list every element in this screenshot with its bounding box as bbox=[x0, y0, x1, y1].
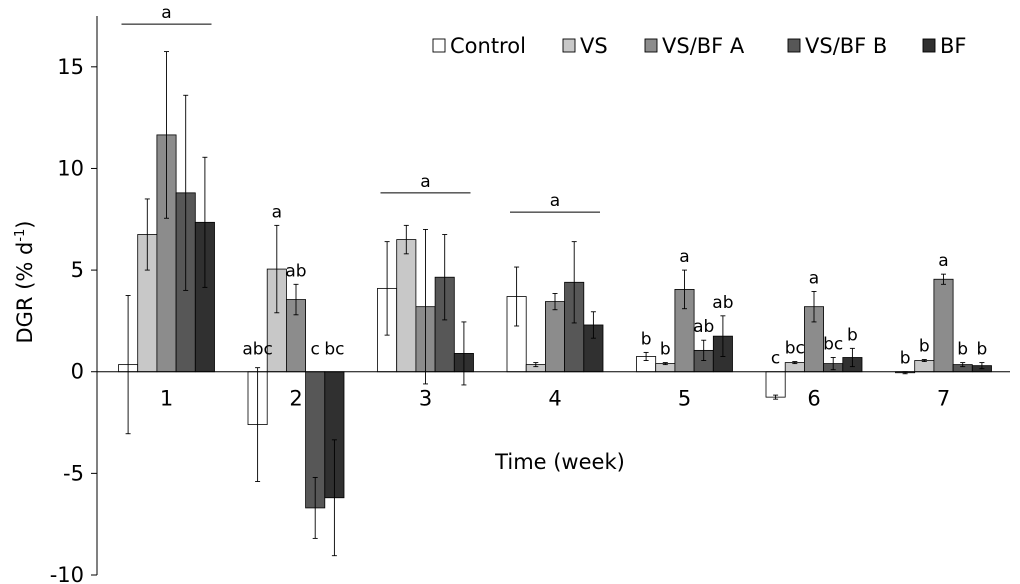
legend-label: BF bbox=[940, 34, 967, 58]
legend-label: VS bbox=[580, 34, 608, 58]
y-tick-label: -10 bbox=[50, 563, 84, 584]
legend: Control VS VS/BF A VS/BF B BF bbox=[432, 34, 967, 58]
x-tick-label: 2 bbox=[289, 387, 302, 411]
bar-letter: b bbox=[900, 349, 911, 369]
legend-label: Control bbox=[450, 34, 526, 58]
bar-letter: abc bbox=[242, 340, 273, 360]
x-tick-label: 7 bbox=[937, 387, 950, 411]
y-axis-title-superscript: -1 bbox=[13, 229, 28, 242]
bar-week-3-vs bbox=[396, 239, 417, 373]
bar-letter: b bbox=[977, 340, 988, 360]
legend-swatch bbox=[787, 38, 801, 53]
y-axis: -10 -5 0 5 10 15 bbox=[50, 16, 98, 584]
x-tick-label: 5 bbox=[678, 387, 691, 411]
y-tick-label: 15 bbox=[57, 55, 84, 79]
x-tick-label: 3 bbox=[419, 387, 432, 411]
y-tick-label: 0 bbox=[71, 360, 84, 384]
bar-letter: a bbox=[679, 247, 689, 267]
bar-letter: a bbox=[272, 202, 282, 222]
legend-swatch bbox=[562, 38, 576, 53]
bar-letter: b bbox=[847, 325, 858, 345]
y-tick-label: 10 bbox=[57, 156, 84, 180]
bar-letter: ab bbox=[285, 261, 306, 281]
bar-letter: a bbox=[809, 268, 819, 288]
bar-letter: b bbox=[957, 340, 968, 360]
x-tick-label: 1 bbox=[160, 387, 173, 411]
legend-label: VS/BF B bbox=[805, 34, 887, 58]
y-tick-label: 5 bbox=[71, 258, 84, 282]
bar-week-7-vs-bf-a bbox=[933, 278, 954, 373]
bar-letter: b bbox=[919, 337, 930, 357]
group-letter: a bbox=[550, 191, 560, 211]
bar-letter: bc bbox=[324, 340, 344, 360]
bar-letter: c bbox=[771, 349, 780, 369]
bar-letter: c bbox=[311, 340, 320, 360]
y-axis-title-main: DGR (% d bbox=[13, 242, 37, 344]
x-tick-label: 4 bbox=[548, 387, 561, 411]
x-axis-title: Time (week) bbox=[494, 450, 625, 474]
bar-letter: bc bbox=[785, 339, 805, 359]
bar-week-7-vs bbox=[914, 360, 935, 373]
legend-swatch bbox=[432, 38, 446, 53]
bar-letter: bc bbox=[823, 334, 843, 354]
legend-swatch bbox=[644, 38, 658, 53]
x-tick-labels: 1 2 3 4 5 6 7 bbox=[160, 387, 950, 411]
bar-letter: ab bbox=[712, 293, 733, 313]
error-bars bbox=[125, 51, 985, 557]
bar-letter: b bbox=[660, 340, 671, 360]
y-axis-title: DGR (% d-1) bbox=[13, 220, 37, 343]
legend-label: VS/BF A bbox=[662, 34, 745, 58]
legend-swatch bbox=[922, 38, 936, 53]
bars bbox=[118, 134, 992, 509]
group-letter: a bbox=[420, 172, 430, 192]
y-axis-title-close: ) bbox=[13, 220, 37, 228]
bar-week-6-control bbox=[765, 371, 786, 398]
bar-letter: a bbox=[938, 251, 948, 271]
bar-letter: ab bbox=[693, 317, 714, 337]
x-tick-label: 6 bbox=[807, 387, 820, 411]
bar-letter: b bbox=[641, 329, 652, 349]
group-letter: a bbox=[161, 3, 171, 23]
bar-week-4-vs-bf-a bbox=[545, 301, 566, 373]
y-tick-label: -5 bbox=[63, 461, 84, 485]
